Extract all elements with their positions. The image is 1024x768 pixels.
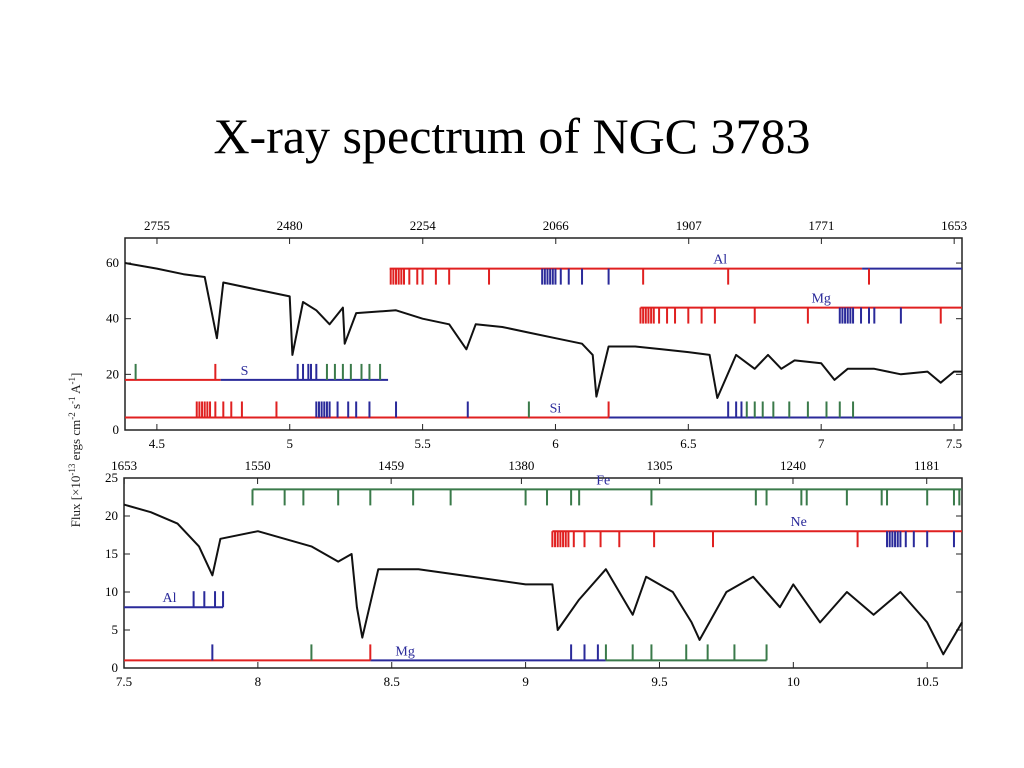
x-tick-label: 6.5	[680, 436, 696, 451]
y-tick-label: 20	[105, 508, 118, 523]
y-label-part: ]	[68, 373, 83, 377]
ion-label: S	[241, 364, 249, 379]
y-tick-label: 0	[113, 422, 120, 437]
ion-label: Mg	[395, 644, 414, 659]
x-tick-label: 5	[286, 436, 293, 451]
x-tick-label: 10.5	[916, 674, 939, 689]
y-label-part: ergs cm	[68, 420, 83, 464]
plot-frame	[124, 237, 963, 431]
x-tick-label: 10	[787, 674, 800, 689]
x2-tick-label: 1459	[378, 458, 404, 473]
x2-tick-label: 1907	[676, 218, 703, 233]
x-tick-label: 4.5	[149, 436, 165, 451]
y-label-part: s	[68, 404, 83, 412]
x2-tick-label: 1240	[780, 458, 806, 473]
y-tick-label: 20	[106, 366, 119, 381]
slide-title: X-ray spectrum of NGC 3783	[213, 108, 810, 164]
x2-tick-label: 1380	[508, 458, 534, 473]
x2-tick-label: 1181	[914, 458, 940, 473]
x2-tick-label: 2066	[543, 218, 570, 233]
y-axis-label: Flux [×10-13 ergs cm-2 s-1 A-1]	[67, 373, 83, 528]
ion-label: Fe	[596, 473, 610, 488]
y-tick-label: 15	[105, 546, 118, 561]
ion-label: Al	[163, 591, 177, 606]
y-label-part: A	[68, 384, 83, 397]
y-tick-label: 25	[105, 470, 118, 485]
x-tick-label: 7	[818, 436, 825, 451]
plot-frame	[123, 477, 963, 669]
x-tick-label: 9	[522, 674, 529, 689]
x-tick-label: 6	[552, 436, 559, 451]
x2-tick-label: 2480	[277, 218, 303, 233]
x2-tick-label: 1771	[808, 218, 834, 233]
x-tick-label: 7.5	[116, 674, 132, 689]
x2-tick-label: 2755	[144, 218, 170, 233]
y-label-part: Flux [×10	[68, 476, 83, 528]
y-label-superscript: -1	[67, 396, 77, 404]
x2-tick-label: 1550	[245, 458, 271, 473]
x2-tick-label: 1305	[647, 458, 673, 473]
spectrum-line	[123, 503, 963, 656]
y-tick-label: 5	[112, 622, 119, 637]
spectrum-line	[124, 262, 962, 399]
ion-label: Al	[713, 253, 727, 268]
ion-label: Si	[550, 401, 562, 416]
x-tick-label: 9.5	[651, 674, 667, 689]
x-tick-label: 5.5	[414, 436, 430, 451]
x2-tick-label: 1653	[111, 458, 137, 473]
ion-label: Mg	[811, 292, 830, 307]
x2-tick-label: 2254	[410, 218, 437, 233]
y-label-superscript: -13	[67, 463, 77, 475]
y-tick-label: 10	[105, 584, 118, 599]
y-label-superscript: -1	[67, 377, 77, 385]
y-tick-label: 40	[106, 311, 119, 326]
x-tick-label: 7.5	[946, 436, 962, 451]
y-label-superscript: -2	[67, 412, 77, 420]
x2-tick-label: 1653	[941, 218, 967, 233]
y-tick-label: 0	[112, 660, 119, 675]
y-tick-label: 60	[106, 255, 119, 270]
x-tick-label: 8.5	[384, 674, 400, 689]
x-tick-label: 8	[255, 674, 262, 689]
ion-label: Ne	[791, 515, 807, 530]
